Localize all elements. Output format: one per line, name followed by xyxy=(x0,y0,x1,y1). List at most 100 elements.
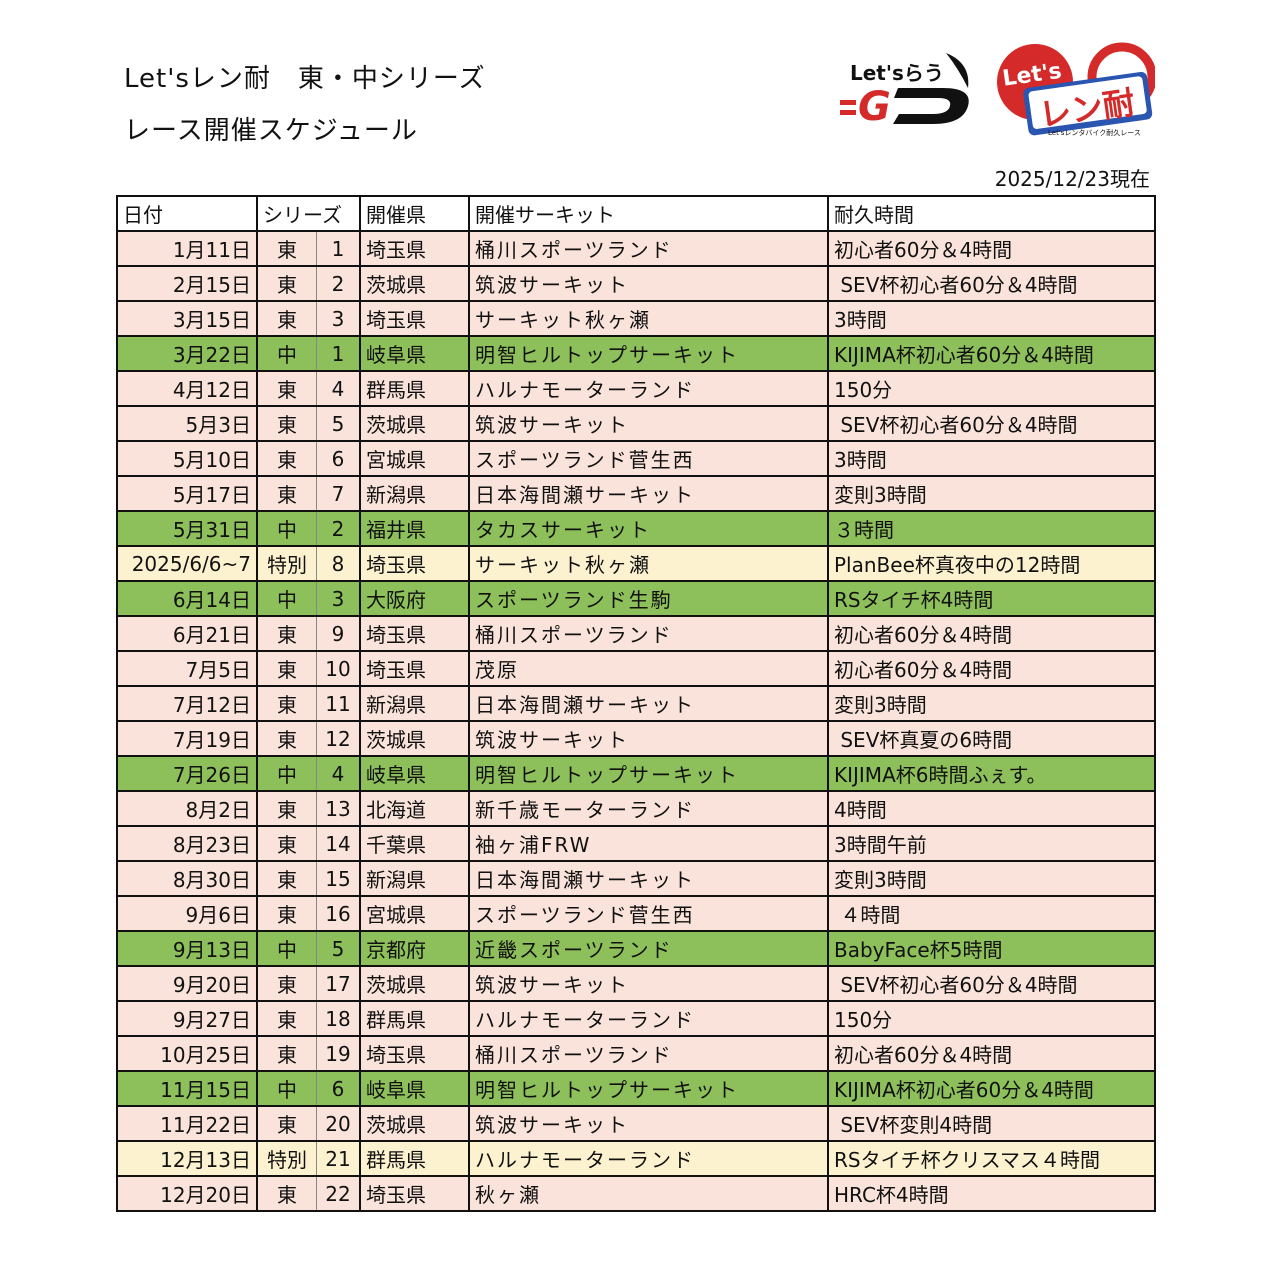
prefecture-cell: 福井県 xyxy=(359,510,470,547)
round-number-cell: 5 xyxy=(316,405,361,442)
duration-cell: SEV杯変則4時間 xyxy=(827,1105,1156,1142)
column-header-date: 日付 xyxy=(116,195,258,232)
series-cell: 東 xyxy=(256,685,317,722)
prefecture-cell: 埼玉県 xyxy=(359,1035,470,1072)
date-cell: 9月20日 xyxy=(116,965,258,1002)
prefecture-cell: 千葉県 xyxy=(359,825,470,862)
series-cell: 東 xyxy=(256,650,317,687)
circuit-cell: 明智ヒルトップサーキット xyxy=(468,755,829,792)
duration-cell: SEV杯初心者60分＆4時間 xyxy=(827,965,1156,1002)
table-row: 9月27日東 18 群馬県 ハルナモーターランド 150分 xyxy=(116,1000,1156,1037)
table-row: 10月25日東 19 埼玉県 桶川スポーツランド 初心者60分＆4時間 xyxy=(116,1035,1156,1072)
duration-cell: 初心者60分＆4時間 xyxy=(827,1035,1156,1072)
date-cell: 5月17日 xyxy=(116,475,258,512)
schedule-table: 日付 シリーズ 開催県 開催サーキット 耐久時間 1月11日東 1 埼玉県 桶川スポー… xyxy=(116,195,1156,1212)
date-cell: 12月20日 xyxy=(116,1175,258,1212)
date-cell: 9月6日 xyxy=(116,895,258,932)
table-row: 12月20日東 22 埼玉県 秋ヶ瀬 HRC杯4時間 xyxy=(116,1175,1156,1212)
round-number-cell: 13 xyxy=(316,790,361,827)
round-number-cell: 21 xyxy=(316,1140,361,1177)
circuit-cell: サーキット秋ヶ瀬 xyxy=(468,545,829,582)
circuit-cell: ハルナモーターランド xyxy=(468,1000,829,1037)
series-cell: 東 xyxy=(256,300,317,337)
series-cell: 中 xyxy=(256,335,317,372)
round-number-cell: 16 xyxy=(316,895,361,932)
round-number-cell: 11 xyxy=(316,685,361,722)
series-cell: 中 xyxy=(256,510,317,547)
prefecture-cell: 茨城県 xyxy=(359,1105,470,1142)
prefecture-cell: 群馬県 xyxy=(359,370,470,407)
prefecture-cell: 茨城県 xyxy=(359,965,470,1002)
table-row: 8月30日東 15 新潟県 日本海間瀬サーキット 変則3時間 xyxy=(116,860,1156,897)
prefecture-cell: 宮城県 xyxy=(359,440,470,477)
date-cell: 3月22日 xyxy=(116,335,258,372)
prefecture-cell: 茨城県 xyxy=(359,405,470,442)
series-cell: 東 xyxy=(256,265,317,302)
duration-cell: BabyFace杯5時間 xyxy=(827,930,1156,967)
series-cell: 東 xyxy=(256,1000,317,1037)
prefecture-cell: 埼玉県 xyxy=(359,545,470,582)
prefecture-cell: 岐阜県 xyxy=(359,335,470,372)
duration-cell: KIJIMA杯初心者60分＆4時間 xyxy=(827,335,1156,372)
circuit-cell: ハルナモーターランド xyxy=(468,370,829,407)
duration-cell: RSタイチ杯クリスマス４時間 xyxy=(827,1140,1156,1177)
round-number-cell: 3 xyxy=(316,300,361,337)
circuit-cell: 日本海間瀬サーキット xyxy=(468,475,829,512)
round-number-cell: 1 xyxy=(316,335,361,372)
table-row: 11月15日中 6 岐阜県 明智ヒルトップサーキット KIJIMA杯初心者60分＆4時間 xyxy=(116,1070,1156,1107)
date-cell: 7月12日 xyxy=(116,685,258,722)
date-cell: 7月26日 xyxy=(116,755,258,792)
circuit-cell: 明智ヒルトップサーキット xyxy=(468,335,829,372)
circuit-cell: 秋ヶ瀬 xyxy=(468,1175,829,1212)
prefecture-cell: 北海道 xyxy=(359,790,470,827)
date-cell: 10月25日 xyxy=(116,1035,258,1072)
date-cell: 2月15日 xyxy=(116,265,258,302)
duration-cell: 3時間 xyxy=(827,300,1156,337)
series-cell: 中 xyxy=(256,1070,317,1107)
circuit-cell: 筑波サーキット xyxy=(468,1105,829,1142)
series-cell: 東 xyxy=(256,860,317,897)
prefecture-cell: 埼玉県 xyxy=(359,650,470,687)
table-header-row: 日付 シリーズ 開催県 開催サーキット 耐久時間 xyxy=(116,195,1156,232)
prefecture-cell: 岐阜県 xyxy=(359,755,470,792)
series-cell: 特別 xyxy=(256,1140,317,1177)
duration-cell: 初心者60分＆4時間 xyxy=(827,650,1156,687)
duration-cell: ３時間 xyxy=(827,510,1156,547)
circuit-cell: 筑波サーキット xyxy=(468,405,829,442)
series-cell: 東 xyxy=(256,440,317,477)
series-cell: 東 xyxy=(256,230,317,267)
round-number-cell: 17 xyxy=(316,965,361,1002)
date-cell: 7月5日 xyxy=(116,650,258,687)
date-cell: 6月14日 xyxy=(116,580,258,617)
prefecture-cell: 茨城県 xyxy=(359,265,470,302)
circuit-cell: 桶川スポーツランド xyxy=(468,230,829,267)
series-cell: 東 xyxy=(256,1035,317,1072)
circuit-cell: 茂原 xyxy=(468,650,829,687)
circuit-cell: 桶川スポーツランド xyxy=(468,615,829,652)
table-row: 8月2日東 13 北海道 新千歳モーターランド 4時間 xyxy=(116,790,1156,827)
duration-cell: HRC杯4時間 xyxy=(827,1175,1156,1212)
table-row: 3月22日中 1 岐阜県 明智ヒルトップサーキット KIJIMA杯初心者60分＆4時間 xyxy=(116,335,1156,372)
lets-rau-go-logo: Let'sらう G xyxy=(840,53,969,128)
date-cell: 9月13日 xyxy=(116,930,258,967)
round-number-cell: 4 xyxy=(316,755,361,792)
prefecture-cell: 京都府 xyxy=(359,930,470,967)
series-cell: 東 xyxy=(256,370,317,407)
circuit-cell: スポーツランド生駒 xyxy=(468,580,829,617)
round-number-cell: 20 xyxy=(316,1105,361,1142)
table-row: 6月14日中 3 大阪府 スポーツランド生駒 RSタイチ杯4時間 xyxy=(116,580,1156,617)
table-row: 7月19日東 12 茨城県 筑波サーキット SEV杯真夏の6時間 xyxy=(116,720,1156,757)
series-cell: 東 xyxy=(256,895,317,932)
date-cell: 12月13日 xyxy=(116,1140,258,1177)
round-number-cell: 10 xyxy=(316,650,361,687)
circuit-cell: スポーツランド菅生西 xyxy=(468,895,829,932)
date-cell: 1月11日 xyxy=(116,230,258,267)
table-row: 9月13日中 5 京都府 近畿スポーツランド BabyFace杯5時間 xyxy=(116,930,1156,967)
duration-cell: ４時間 xyxy=(827,895,1156,932)
table-row: 12月13日 特別 21 群馬県 ハルナモーターランド RSタイチ杯クリスマス４時間 xyxy=(116,1140,1156,1177)
duration-cell: 変則3時間 xyxy=(827,860,1156,897)
round-number-cell: 7 xyxy=(316,475,361,512)
round-number-cell: 1 xyxy=(316,230,361,267)
duration-cell: 3時間午前 xyxy=(827,825,1156,862)
circuit-cell: 筑波サーキット xyxy=(468,965,829,1002)
